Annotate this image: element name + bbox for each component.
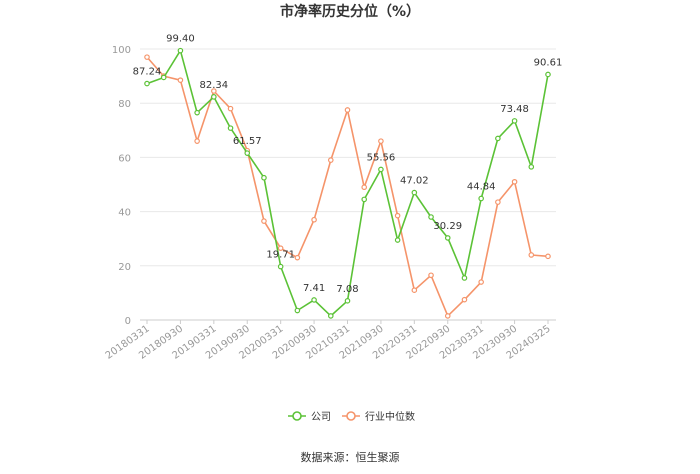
data-label: 90.61 [534, 57, 563, 68]
y-tick-label: 80 [118, 99, 131, 110]
data-labels: 87.24 99.40 82.34 61.57 19.71 7.41 7.08 55.56 47… [133, 34, 563, 295]
y-tick-label: 100 [112, 45, 131, 56]
y-tick-label: 20 [118, 262, 131, 273]
data-label: 87.24 [133, 67, 162, 78]
data-label: 19.71 [266, 250, 295, 261]
data-source: 数据来源：恒生聚源 [301, 450, 400, 464]
data-label: 99.40 [166, 34, 195, 45]
data-point [478, 279, 484, 285]
data-label: 7.41 [303, 283, 325, 294]
data-point [144, 80, 150, 87]
legend-swatch-marker [292, 411, 302, 421]
data-point [294, 254, 301, 261]
data-point [344, 298, 351, 304]
data-point [261, 218, 267, 224]
data-point [227, 125, 234, 131]
data-point [444, 235, 451, 241]
data-label: 47.02 [400, 176, 429, 187]
legend-swatch-marker [346, 411, 356, 421]
legend-item-1: 行业中位数 [342, 410, 415, 423]
legend: 公司 行业中位数 [288, 410, 415, 423]
data-point [177, 77, 184, 83]
data-point [411, 189, 418, 196]
data-label: 7.08 [336, 284, 358, 295]
data-point [444, 313, 451, 319]
data-point [327, 157, 334, 163]
data-point [177, 47, 184, 54]
data-point [244, 150, 251, 156]
data-point [277, 245, 284, 251]
data-point [261, 174, 267, 181]
series-layer [144, 47, 551, 319]
data-point [311, 297, 317, 303]
y-tick-label: 0 [125, 316, 131, 327]
data-point [160, 74, 167, 81]
data-label: 73.48 [500, 104, 529, 115]
data-point [227, 105, 234, 112]
data-point [277, 263, 284, 270]
data-point [211, 88, 217, 94]
data-label: 44.84 [467, 181, 496, 192]
data-point [495, 199, 501, 205]
data-point [378, 166, 384, 173]
y-tick-label: 60 [118, 153, 131, 164]
data-point [344, 107, 351, 113]
legend-label: 公司 [311, 412, 331, 423]
data-point [411, 287, 418, 293]
data-point [361, 184, 368, 191]
data-label: 55.56 [367, 152, 396, 163]
data-label: 61.57 [233, 136, 262, 147]
data-point [478, 195, 484, 202]
data-point [211, 94, 217, 100]
data-point [194, 138, 200, 144]
data-point [311, 216, 317, 223]
data-point [511, 118, 518, 124]
data-point [394, 237, 401, 243]
data-point [461, 275, 468, 281]
data-point [378, 138, 384, 144]
data-point [461, 296, 468, 303]
data-point [511, 178, 518, 185]
data-point [545, 253, 551, 260]
data-point [495, 135, 501, 142]
data-point [194, 109, 200, 116]
data-point [144, 54, 150, 60]
data-point [528, 164, 535, 170]
data-point [327, 313, 334, 319]
chart-title: 市净率历史分位（%） [280, 3, 420, 20]
y-tick-label: 40 [118, 208, 131, 219]
data-point [428, 272, 434, 279]
data-point [294, 307, 301, 314]
legend-label: 行业中位数 [365, 410, 415, 423]
data-point [428, 214, 434, 220]
data-point [394, 212, 401, 219]
data-point [528, 252, 535, 258]
data-label: 82.34 [200, 80, 229, 91]
legend-item-0: 公司 [288, 411, 331, 423]
data-point [361, 196, 368, 203]
data-point [545, 71, 551, 78]
data-label: 30.29 [433, 221, 462, 232]
